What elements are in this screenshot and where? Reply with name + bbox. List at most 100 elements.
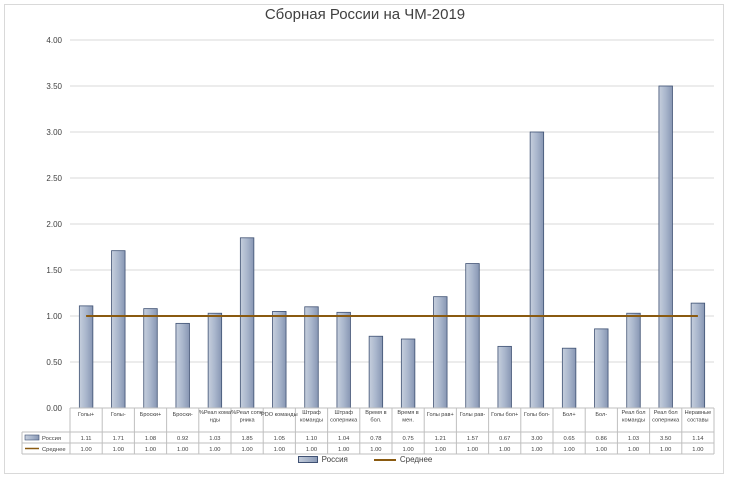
x-tick-label-line: Бол- (595, 412, 607, 418)
data-label: 1.00 (402, 447, 413, 453)
bar (561, 347, 577, 409)
data-label: 1.00 (209, 447, 220, 453)
x-tick-label: Штраф соперника (330, 410, 358, 424)
x-tick-label-line: Бол+ (562, 412, 575, 418)
bar (175, 322, 190, 409)
table-swatch-russia (24, 434, 40, 441)
data-label: 1.21 (435, 436, 446, 442)
y-tick-label: 0.50 (46, 358, 62, 367)
data-label: 1.05 (274, 436, 285, 442)
data-label: 1.08 (145, 436, 156, 442)
chart-title: Сборная России на ЧМ-2019 (264, 6, 466, 23)
data-label: 0.86 (596, 436, 607, 442)
data-label: 1.57 (467, 436, 478, 442)
legend-swatch-russia (297, 456, 318, 463)
x-tick-label-line: PDO команды (261, 412, 298, 418)
data-label: 1.00 (145, 447, 156, 453)
bar (111, 250, 126, 409)
bar (594, 328, 609, 409)
x-tick-label-line: нды (210, 418, 220, 424)
bars (78, 85, 706, 409)
data-label: 1.00 (370, 447, 381, 453)
x-tick-label-line: Неравные (685, 410, 712, 416)
data-label: 1.11 (81, 436, 92, 442)
x-tick-label: Голы рав- (460, 412, 486, 418)
x-tick-label: Штраф команды (300, 410, 323, 424)
data-label: 1.00 (435, 447, 446, 453)
bar (658, 85, 673, 409)
bar (433, 296, 448, 409)
bar (465, 263, 480, 409)
x-tick-label: Бол+ (562, 412, 575, 418)
x-tick-label-line: команды (622, 418, 645, 424)
x-tick-label: Время в мен. (397, 410, 418, 424)
x-tick-label-line: Штраф (334, 410, 353, 416)
bar (690, 302, 706, 409)
bar (626, 312, 641, 409)
data-label: 1.00 (563, 447, 574, 453)
y-tick-label: 3.00 (46, 128, 62, 137)
bar (143, 308, 158, 409)
x-tick-label: PDO команды (261, 412, 298, 418)
x-tick-label: Голы бол+ (491, 412, 518, 418)
data-label: 0.67 (499, 436, 510, 442)
x-tick-label: Голы+ (78, 412, 94, 418)
data-label: 1.03 (209, 436, 220, 442)
legend-item-russia: Россия (297, 455, 348, 464)
x-tick-label-line: команды (300, 418, 323, 424)
data-label: 1.00 (274, 447, 285, 453)
x-tick-label-line: Броски+ (140, 412, 162, 418)
x-tick-label-line: мен. (402, 418, 414, 424)
data-label: 1.71 (113, 436, 124, 442)
data-label: 1.00 (241, 447, 252, 453)
y-tick-label: 2.50 (46, 174, 62, 183)
y-tick-label: 3.50 (46, 82, 62, 91)
x-tick-label-line: рника (240, 418, 256, 424)
y-tick-label: 0.00 (46, 404, 62, 413)
y-axis-ticks: 0.00 0.50 1.00 1.50 2.00 2.50 3.00 3.50 4.00 (46, 36, 62, 413)
data-label: 0.92 (177, 436, 188, 442)
x-tick-label-line: Реал бол (654, 410, 678, 416)
x-tick-label: Голы- (111, 412, 126, 418)
data-table: Голы+ Голы- Броски+ Броски- %Реал кома нды%Ре… (21, 407, 715, 455)
x-tick-label: Время в бол. (365, 410, 386, 424)
y-tick-label: 2.00 (46, 220, 62, 229)
bar (400, 338, 416, 409)
data-label: 3.50 (660, 436, 671, 442)
x-tick-label: Броски+ (140, 412, 162, 418)
x-tick-label-line: Голы бол- (524, 412, 550, 418)
x-tick-label-line: соперника (652, 418, 680, 424)
data-label: 1.03 (628, 436, 639, 442)
y-tick-label: 4.00 (46, 36, 62, 45)
x-tick-label: %Реал кома нды (199, 410, 232, 424)
x-tick-label: Голы рав+ (427, 412, 454, 418)
bar (304, 306, 319, 409)
data-label: 1.00 (80, 447, 91, 453)
x-tick-label: Реал бол соперника (652, 410, 680, 424)
x-tick-label: Реал бол команды (622, 410, 646, 424)
data-label: 1.00 (306, 447, 317, 453)
x-tick-label-line: бол. (370, 418, 381, 424)
x-tick-label-line: соперника (330, 418, 358, 424)
x-tick-label: Голы бол- (524, 412, 550, 418)
y-tick-label: 1.50 (46, 266, 62, 275)
data-label: 1.00 (467, 447, 478, 453)
data-label: 1.00 (628, 447, 639, 453)
bar (78, 305, 94, 409)
bar (207, 312, 223, 409)
legend: Россия Среднее (0, 455, 730, 464)
data-label: 1.04 (338, 436, 350, 442)
x-tick-label-line: %Реал кома (199, 410, 232, 416)
x-tick-label: %Реал сопе рника (231, 410, 263, 424)
x-tick-label-line: составы (687, 418, 708, 424)
bar (368, 335, 384, 409)
x-tick-label-line: Голы рав+ (427, 412, 454, 418)
data-label: 0.78 (370, 436, 381, 442)
data-label: 1.00 (660, 447, 671, 453)
x-tick-label-line: Голы бол+ (491, 412, 518, 418)
bar (529, 131, 545, 409)
x-tick-label-line: Голы+ (78, 412, 94, 418)
bar (497, 345, 512, 409)
legend-swatch-average (373, 458, 396, 461)
x-tick-label-line: Время в (397, 410, 418, 416)
